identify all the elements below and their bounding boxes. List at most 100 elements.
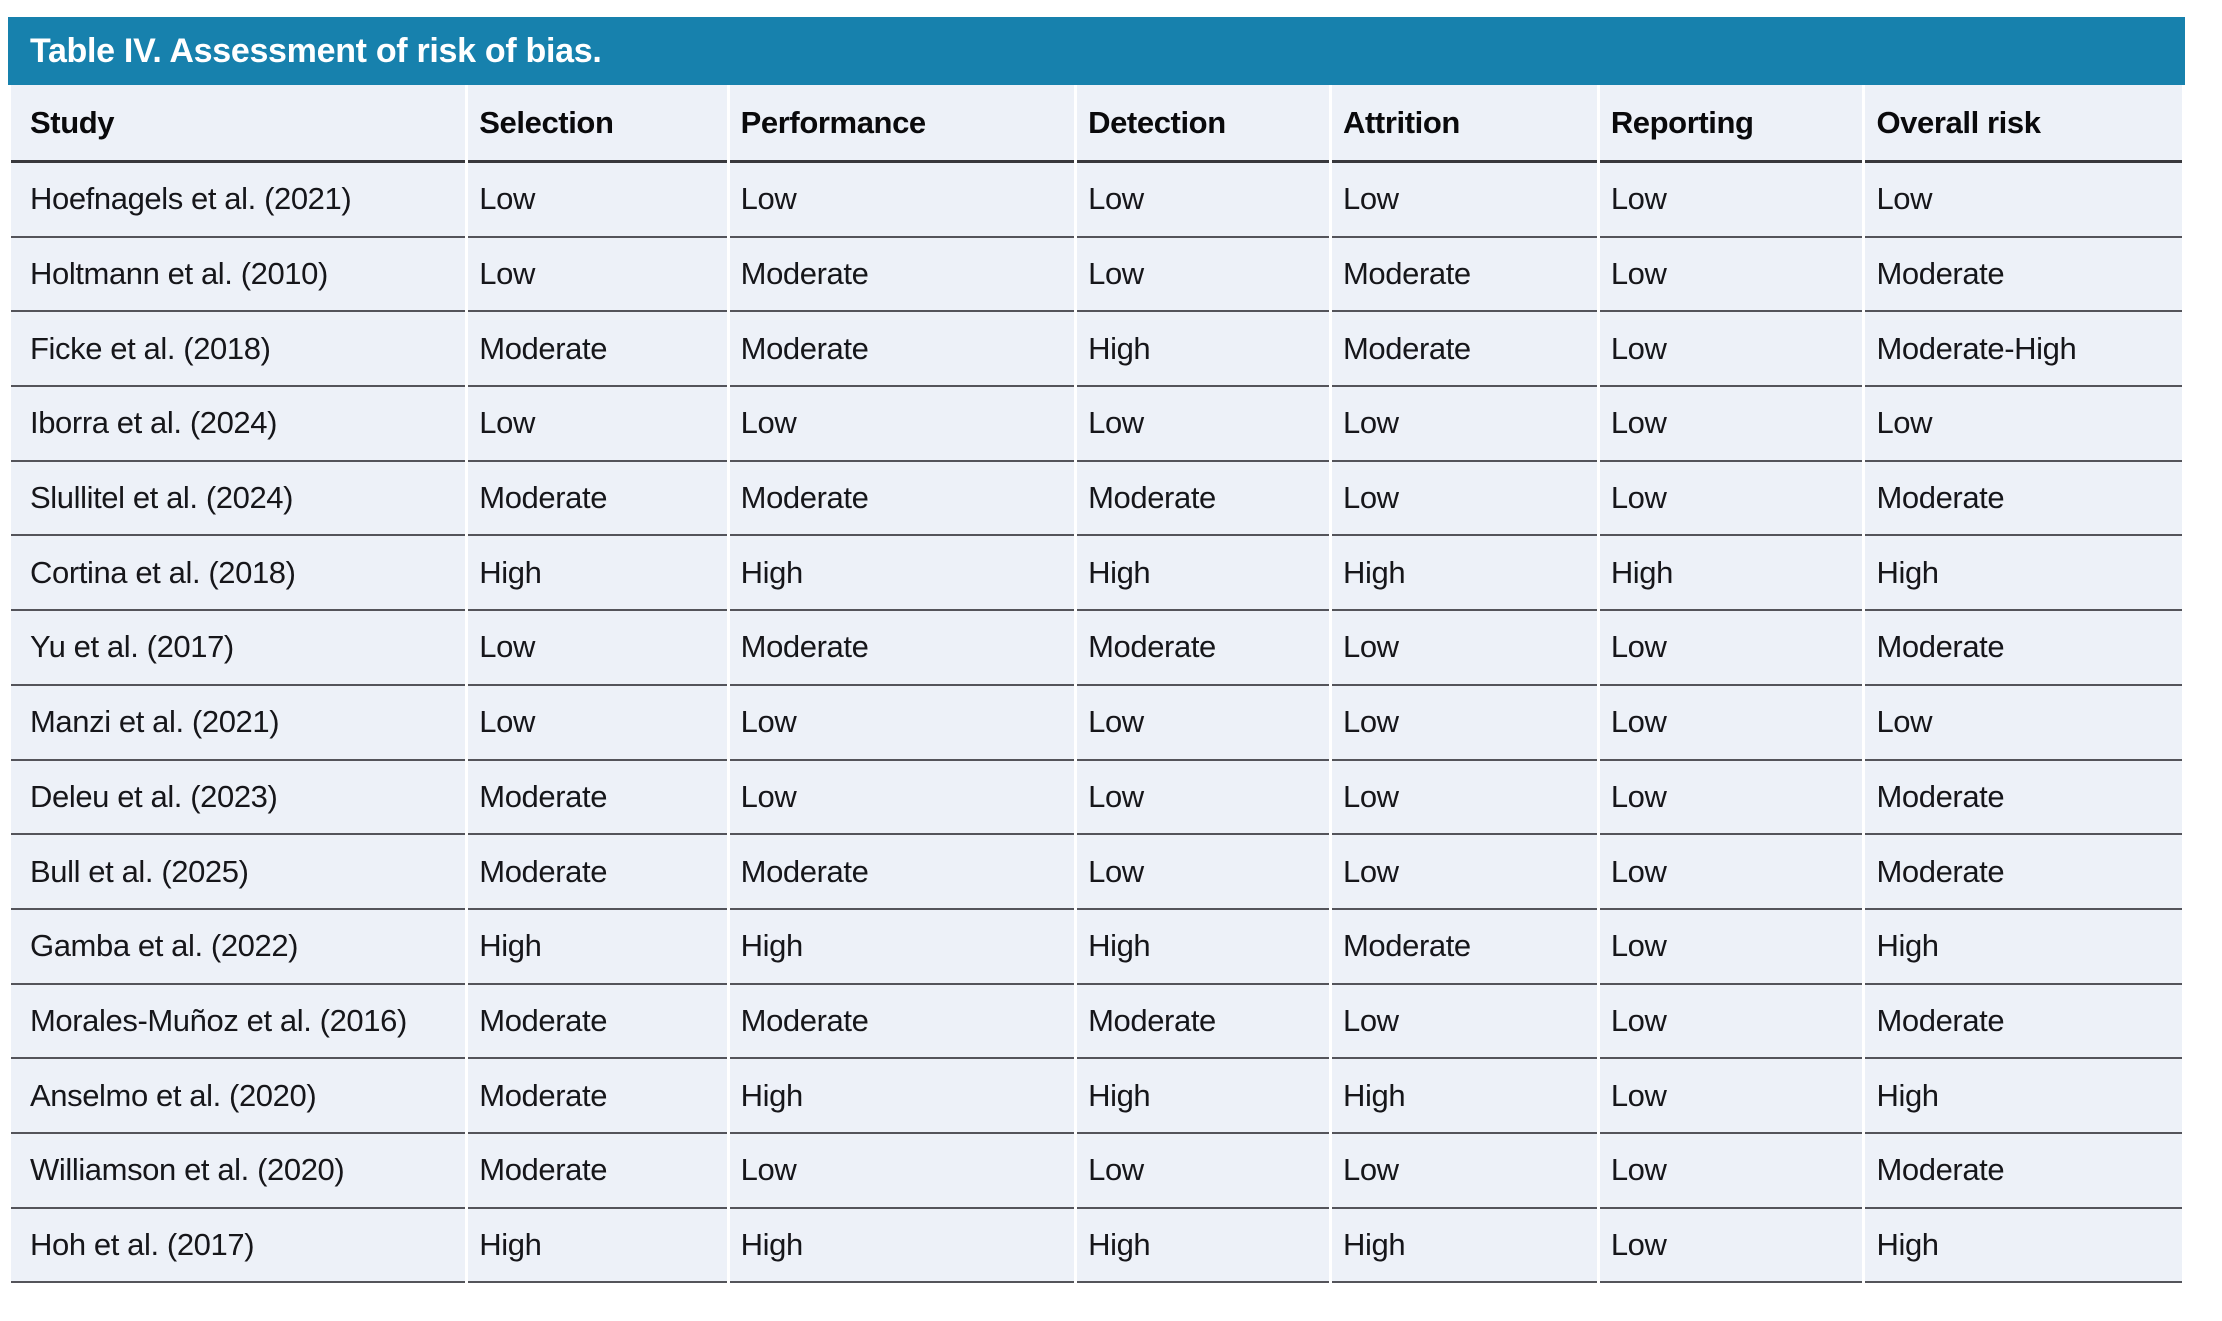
table-row-hoefnagels-et-al-2021: Hoefnagels et al. (2021) Low Low Low Low Low L… <box>11 163 2182 238</box>
table-row-holtmann-et-al-2010: Holtmann et al. (2010) Low Moderate Low Mode… <box>11 237 2182 313</box>
cell-selection: High <box>468 536 727 612</box>
cell-selection: High <box>468 1208 727 1284</box>
study-cell: Deleu et al. (2023) <box>11 760 466 836</box>
study-cell: Ficke et al. (2018) <box>11 312 466 388</box>
cell-detection: High <box>1077 1208 1329 1284</box>
cell-attrition: Low <box>1332 611 1597 686</box>
table-row-gamba-et-al-2022: Gamba et al. (2022) High High High Moderate L… <box>11 909 2182 985</box>
table-body: Hoefnagels et al. (2021) Low Low Low Low Low L… <box>11 163 2182 1284</box>
cell-performance: Low <box>729 685 1075 761</box>
cell-overall-risk: Low <box>1865 387 2182 462</box>
column-header-selection: Selection <box>468 85 727 163</box>
cell-performance: Moderate <box>729 611 1075 686</box>
cell-reporting: Low <box>1599 611 1863 686</box>
column-header-detection: Detection <box>1077 85 1329 163</box>
study-cell: Anselmo et al. (2020) <box>11 1059 466 1134</box>
cell-attrition: Moderate <box>1332 237 1597 313</box>
cell-overall-risk: Moderate <box>1865 835 2182 910</box>
cell-attrition: Moderate <box>1332 909 1597 985</box>
table-row-morales-mu-oz-et-al-2016: Morales-Muñoz et al. (2016) Moderate Moder… <box>11 984 2182 1060</box>
cell-detection: Moderate <box>1077 984 1329 1060</box>
column-header-attrition: Attrition <box>1332 85 1597 163</box>
cell-overall-risk: Moderate <box>1865 461 2182 537</box>
cell-reporting: Low <box>1599 1133 1863 1209</box>
column-header-reporting: Reporting <box>1599 85 1863 163</box>
cell-reporting: Low <box>1599 163 1863 238</box>
cell-reporting: Low <box>1599 835 1863 910</box>
table-row-cortina-et-al-2018: Cortina et al. (2018) High High High High Hig… <box>11 536 2182 612</box>
cell-performance: Moderate <box>729 461 1075 537</box>
cell-selection: High <box>468 909 727 985</box>
cell-detection: Low <box>1077 835 1329 910</box>
study-cell: Hoefnagels et al. (2021) <box>11 163 466 238</box>
cell-selection: Moderate <box>468 461 727 537</box>
study-cell: Holtmann et al. (2010) <box>11 237 466 313</box>
cell-performance: Low <box>729 1133 1075 1209</box>
cell-selection: Low <box>468 387 727 462</box>
study-cell: Williamson et al. (2020) <box>11 1133 466 1209</box>
cell-reporting: Low <box>1599 984 1863 1060</box>
cell-reporting: Low <box>1599 1208 1863 1284</box>
cell-attrition: Moderate <box>1332 312 1597 388</box>
cell-reporting: High <box>1599 536 1863 612</box>
cell-selection: Moderate <box>468 835 727 910</box>
cell-selection: Low <box>468 611 727 686</box>
cell-overall-risk: Moderate <box>1865 1133 2182 1209</box>
cell-performance: High <box>729 1059 1075 1134</box>
table-row-yu-et-al-2017: Yu et al. (2017) Low Moderate Moderate Low Lo… <box>11 611 2182 686</box>
cell-detection: Moderate <box>1077 461 1329 537</box>
column-header-performance: Performance <box>729 85 1075 163</box>
table-row-ficke-et-al-2018: Ficke et al. (2018) Moderate Moderate High M… <box>11 312 2182 388</box>
cell-reporting: Low <box>1599 237 1863 313</box>
cell-overall-risk: Moderate <box>1865 760 2182 836</box>
cell-reporting: Low <box>1599 685 1863 761</box>
table-row-hoh-et-al-2017: Hoh et al. (2017) High High High High Low High <box>11 1208 2182 1284</box>
cell-selection: Moderate <box>468 1059 727 1134</box>
study-cell: Bull et al. (2025) <box>11 835 466 910</box>
cell-detection: High <box>1077 1059 1329 1134</box>
study-cell: Iborra et al. (2024) <box>11 387 466 462</box>
cell-performance: Moderate <box>729 835 1075 910</box>
study-cell: Gamba et al. (2022) <box>11 909 466 985</box>
cell-overall-risk: High <box>1865 536 2182 612</box>
table-title: Table IV. Assessment of risk of bias. <box>30 32 602 70</box>
risk-of-bias-table: Study Selection Performance Detection Attrit… <box>8 85 2185 1284</box>
study-cell: Manzi et al. (2021) <box>11 685 466 761</box>
cell-reporting: Low <box>1599 387 1863 462</box>
study-cell: Slullitel et al. (2024) <box>11 461 466 537</box>
cell-overall-risk: Moderate <box>1865 984 2182 1060</box>
cell-detection: High <box>1077 536 1329 612</box>
cell-selection: Low <box>468 685 727 761</box>
table-row-deleu-et-al-2023: Deleu et al. (2023) Moderate Low Low Low Low M… <box>11 760 2182 836</box>
study-cell: Hoh et al. (2017) <box>11 1208 466 1284</box>
cell-reporting: Low <box>1599 461 1863 537</box>
cell-attrition: Low <box>1332 685 1597 761</box>
cell-overall-risk: High <box>1865 909 2182 985</box>
cell-attrition: Low <box>1332 760 1597 836</box>
table-row-bull-et-al-2025: Bull et al. (2025) Moderate Moderate Low Low… <box>11 835 2182 910</box>
cell-selection: Moderate <box>468 312 727 388</box>
cell-attrition: High <box>1332 1059 1597 1134</box>
cell-attrition: Low <box>1332 984 1597 1060</box>
cell-detection: Low <box>1077 685 1329 761</box>
cell-detection: Low <box>1077 1133 1329 1209</box>
table-row-williamson-et-al-2020: Williamson et al. (2020) Moderate Low Low Lo… <box>11 1133 2182 1209</box>
table-title-bar: Table IV. Assessment of risk of bias. <box>8 17 2185 85</box>
cell-performance: High <box>729 536 1075 612</box>
cell-attrition: Low <box>1332 461 1597 537</box>
cell-performance: Moderate <box>729 984 1075 1060</box>
cell-attrition: Low <box>1332 835 1597 910</box>
cell-reporting: Low <box>1599 1059 1863 1134</box>
column-header-overall-risk: Overall risk <box>1865 85 2182 163</box>
cell-detection: Moderate <box>1077 611 1329 686</box>
table-row-anselmo-et-al-2020: Anselmo et al. (2020) Moderate High High Hig… <box>11 1059 2182 1134</box>
cell-attrition: Low <box>1332 387 1597 462</box>
study-cell: Morales-Muñoz et al. (2016) <box>11 984 466 1060</box>
cell-detection: High <box>1077 312 1329 388</box>
study-cell: Yu et al. (2017) <box>11 611 466 686</box>
table-header-row: Study Selection Performance Detection Attrit… <box>11 85 2182 163</box>
cell-overall-risk: High <box>1865 1059 2182 1134</box>
cell-reporting: Low <box>1599 312 1863 388</box>
cell-attrition: Low <box>1332 1133 1597 1209</box>
